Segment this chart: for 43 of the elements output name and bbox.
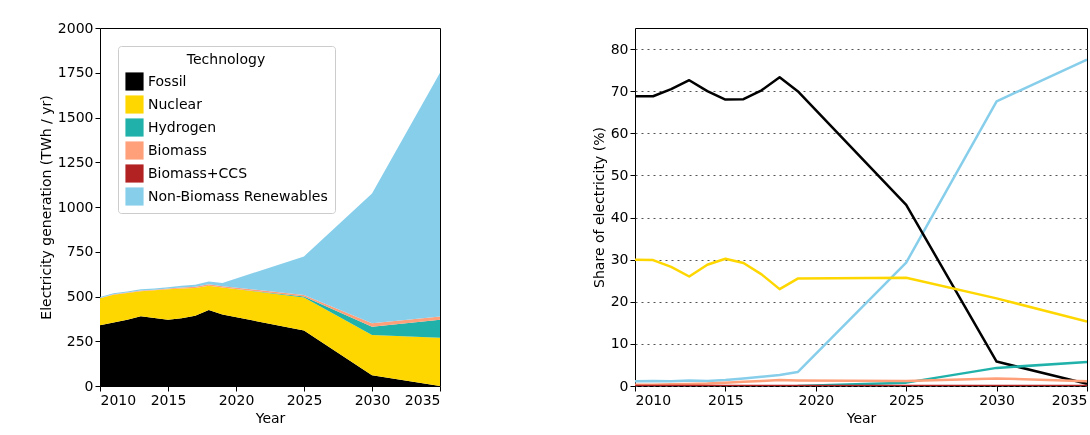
- y-tick-label: 30: [610, 251, 629, 268]
- x-tick-label: 2020: [218, 391, 255, 408]
- y-tick-label: 500: [66, 288, 94, 304]
- y-tick-label: 1000: [57, 198, 94, 215]
- legend-title: Technology: [185, 51, 266, 67]
- y-tick-label: 1750: [57, 64, 94, 81]
- line-series: [635, 377, 1087, 386]
- x-tick-label: 2030: [354, 391, 391, 408]
- x-tick-label: 2010: [635, 391, 672, 408]
- x-tick-label: 2030: [979, 391, 1015, 408]
- x-tick-label: 2020: [798, 391, 835, 408]
- legend-label: Biomass: [148, 141, 207, 158]
- y-axis-title: Share of electricity (%): [590, 127, 607, 288]
- line-series: [635, 257, 1087, 323]
- y-tick-label: 0: [619, 377, 629, 394]
- y-tick-label: 60: [610, 124, 629, 141]
- legend-label: Fossil: [148, 72, 187, 89]
- x-axis-title: Year: [254, 409, 286, 426]
- y-tick-label: 1500: [57, 109, 94, 125]
- y-tick-label: 50: [610, 166, 629, 183]
- x-tick-label: 2025: [286, 391, 323, 408]
- x-tick-label: 2025: [888, 391, 925, 408]
- y-tick-label: 0: [84, 377, 94, 394]
- x-tick-label: 2015: [708, 391, 744, 408]
- legend-label: Non-Biomass Renewables: [148, 187, 328, 204]
- x-tick-label: 2015: [150, 391, 187, 408]
- x-tick-label: 2035: [1051, 391, 1088, 408]
- y-tick-label: 2000: [57, 19, 94, 36]
- y-tick-label: 10: [610, 335, 629, 352]
- legend-label: Biomass+CCS: [148, 164, 248, 181]
- y-tick-label: 1250: [57, 153, 94, 170]
- y-tick-label: 80: [610, 40, 629, 57]
- legend-label: Hydrogen: [148, 118, 217, 135]
- legend-label: Nuclear: [148, 95, 203, 112]
- y-tick-label: 20: [610, 293, 629, 310]
- y-tick-label: 250: [66, 332, 94, 349]
- x-tick-label: 2010: [100, 391, 137, 408]
- y-axis-title: Electricity generation (TWh / yr): [37, 95, 54, 320]
- x-axis-title: Year: [845, 409, 877, 426]
- y-tick-label: 40: [610, 209, 629, 226]
- x-tick-label: 2035: [404, 391, 441, 408]
- y-tick-label: 750: [66, 243, 94, 260]
- y-tick-label: 70: [610, 82, 629, 99]
